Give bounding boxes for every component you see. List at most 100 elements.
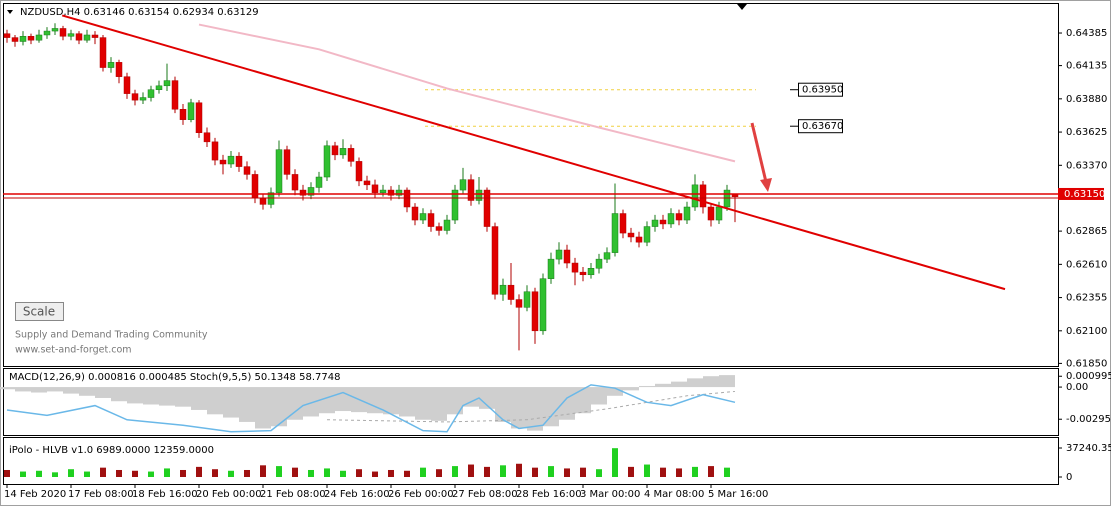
volume-bar: [244, 469, 250, 477]
candle-body: [299, 189, 307, 196]
volume-bar: [84, 471, 90, 477]
y-tick-label: 0.00: [1066, 382, 1088, 393]
candle-body: [723, 189, 731, 208]
moving-average: [198, 23, 736, 163]
candle-body: [19, 36, 27, 42]
candle-body: [267, 192, 275, 205]
macd-bar: [0, 387, 15, 390]
volume-bar: [228, 470, 234, 477]
volume-bar: [596, 469, 602, 477]
volume-bar: [676, 468, 682, 477]
candle-body: [531, 291, 539, 332]
macd-bar: [143, 387, 159, 405]
stoch-line: [6, 384, 736, 433]
volume-bar: [420, 467, 426, 477]
x-tick-label: 4 Mar 08:00: [644, 489, 704, 500]
volume-bar: [116, 469, 122, 477]
y-tick-label: 37240.35: [1066, 443, 1111, 454]
candle-body: [579, 271, 587, 276]
y-tick-label: 0.62100: [1066, 326, 1107, 337]
candle-body: [635, 236, 643, 243]
volume-bar: [36, 470, 42, 477]
candle-body: [403, 189, 411, 208]
volume-bar: [628, 466, 634, 477]
macd-bar: [271, 387, 287, 427]
macd-bar: [191, 387, 207, 410]
candle-body: [147, 89, 155, 98]
macd-bar: [463, 387, 479, 407]
macd-bar: [255, 387, 271, 429]
macd-bar: [79, 387, 95, 396]
candle-body: [595, 258, 603, 269]
macd-bar: [223, 387, 239, 418]
macd-bar: [367, 387, 383, 414]
volume-bar: [580, 467, 586, 477]
chart-title: NZDUSD,H4 0.63146 0.63154 0.62934 0.6312…: [20, 7, 259, 18]
candle-body: [467, 179, 475, 201]
scale-button-label[interactable]: Scale: [23, 305, 55, 319]
candle-body: [563, 249, 571, 264]
candle-body: [379, 189, 387, 193]
candle-body: [11, 37, 19, 42]
macd-bar: [639, 385, 655, 388]
y-tick-label: 0.61850: [1066, 358, 1107, 369]
candle-body: [571, 262, 579, 273]
volume-bar: [388, 469, 394, 477]
candle-body: [643, 226, 651, 243]
volume-bar: [68, 469, 74, 477]
candle-body: [419, 213, 427, 221]
volume-bar: [196, 466, 202, 477]
y-tick-label: 0.63370: [1066, 160, 1107, 171]
y-tick-label: 0.62355: [1066, 293, 1107, 304]
candle-body: [315, 176, 323, 188]
candle-body: [51, 28, 59, 32]
macd-bar: [319, 387, 335, 414]
macd-bar: [303, 387, 319, 417]
volume-bar: [20, 471, 26, 477]
macd-bar: [575, 387, 591, 414]
candle-body: [211, 141, 219, 161]
volume-bar: [468, 464, 474, 477]
volume-bar: [180, 469, 186, 477]
candle-body: [659, 219, 667, 225]
volume-bar: [452, 466, 458, 477]
volume-bar: [692, 466, 698, 477]
volume-bar: [100, 467, 106, 477]
candle-body: [195, 102, 203, 133]
candle-body: [59, 28, 67, 37]
watermark-line: www.set-and-forget.com: [15, 345, 132, 356]
candle-body: [555, 249, 563, 260]
candle-body: [651, 219, 659, 227]
level-label: 0.63670: [802, 121, 843, 132]
volume-bar: [276, 466, 282, 477]
candle-body: [219, 159, 227, 165]
volume-bar: [292, 467, 298, 477]
watermark-line: Supply and Demand Trading Community: [15, 330, 208, 341]
macd-bar: [15, 387, 31, 392]
y-tick-label: 0.63880: [1066, 94, 1107, 105]
macd-bar: [655, 383, 671, 388]
y-tick-label: 0.000995: [1066, 371, 1111, 382]
volume-bar: [260, 465, 266, 477]
volume-bar: [532, 467, 538, 477]
x-tick-label: 5 Mar 16:00: [708, 489, 768, 500]
volume-bar: [212, 469, 218, 477]
x-tick-label: 21 Feb 08:00: [260, 489, 326, 500]
candle-body: [363, 180, 371, 186]
candle-body: [123, 76, 131, 94]
candle-body: [523, 291, 531, 308]
candle-body: [339, 148, 347, 156]
candle-body: [203, 132, 211, 143]
candle-body: [483, 189, 491, 227]
macd-bar: [527, 387, 543, 431]
candle-body: [243, 166, 251, 175]
scale-button[interactable]: [15, 302, 64, 321]
x-tick-label: 20 Feb 00:00: [196, 489, 262, 500]
candle-body: [731, 194, 739, 197]
candle-body: [475, 189, 483, 201]
y-tick-label: 0.62865: [1066, 226, 1107, 237]
macd-bar: [623, 387, 639, 391]
candle-body: [627, 232, 635, 238]
volume-bar: [516, 463, 522, 477]
